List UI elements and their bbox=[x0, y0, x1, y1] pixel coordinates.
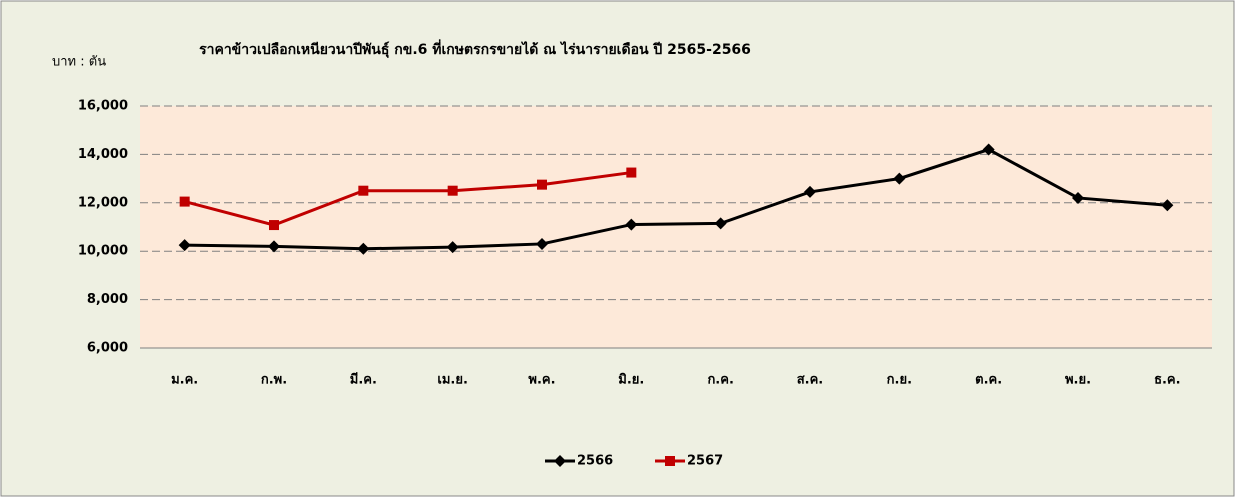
x-tick-label: เม.ย. bbox=[437, 373, 468, 388]
chart-title: ราคาข้าวเปลือกเหนียวนาปีพันธุ์ กข.6 ที่เ… bbox=[199, 39, 751, 58]
data-point bbox=[626, 167, 637, 178]
x-tick-label: ธ.ค. bbox=[1154, 373, 1181, 388]
plot-area bbox=[140, 106, 1212, 348]
legend-label: 2567 bbox=[687, 454, 723, 469]
legend-label: 2566 bbox=[577, 454, 613, 469]
data-point bbox=[178, 239, 191, 252]
series-line bbox=[184, 171, 632, 227]
data-point bbox=[447, 185, 458, 196]
data-point bbox=[714, 217, 727, 230]
data-point bbox=[537, 179, 547, 190]
data-point bbox=[269, 220, 279, 231]
data-point bbox=[1161, 199, 1174, 212]
x-tick-label: ม.ค. bbox=[171, 373, 198, 388]
data-point bbox=[357, 242, 370, 255]
x-tick-label: ก.ย. bbox=[887, 373, 912, 388]
data-point bbox=[625, 218, 638, 231]
series-line bbox=[184, 147, 1168, 251]
x-tick-label: มี.ค. bbox=[350, 372, 377, 388]
x-tick-label: พ.ย. bbox=[1065, 373, 1091, 388]
data-point bbox=[268, 240, 280, 253]
legend-marker bbox=[665, 456, 675, 466]
y-tick-label: 16,000 bbox=[78, 99, 128, 114]
x-tick-label: มิ.ย. bbox=[618, 373, 644, 388]
x-tick-label: ต.ค. bbox=[975, 373, 1002, 388]
x-tick-label: ส.ค. bbox=[797, 373, 824, 388]
data-point bbox=[982, 143, 995, 156]
data-point bbox=[1072, 191, 1084, 204]
y-tick-label: 14,000 bbox=[78, 147, 128, 162]
data-point bbox=[179, 196, 190, 207]
y-tick-label: 8,000 bbox=[87, 292, 128, 307]
data-point bbox=[358, 185, 369, 196]
y-tick-label: 6,000 bbox=[87, 341, 128, 356]
x-tick-label: พ.ค. bbox=[528, 373, 555, 388]
data-point bbox=[446, 241, 459, 254]
y-tick-label: 10,000 bbox=[78, 244, 128, 259]
data-point bbox=[804, 185, 816, 198]
x-tick-label: ก.ค. bbox=[707, 373, 733, 388]
x-tick-label: ก.พ. bbox=[261, 373, 287, 388]
y-axis-label: บาท : ตัน bbox=[52, 55, 106, 70]
y-tick-label: 12,000 bbox=[78, 195, 128, 210]
data-point bbox=[536, 237, 548, 250]
data-point bbox=[893, 172, 906, 185]
legend-marker bbox=[554, 455, 566, 467]
